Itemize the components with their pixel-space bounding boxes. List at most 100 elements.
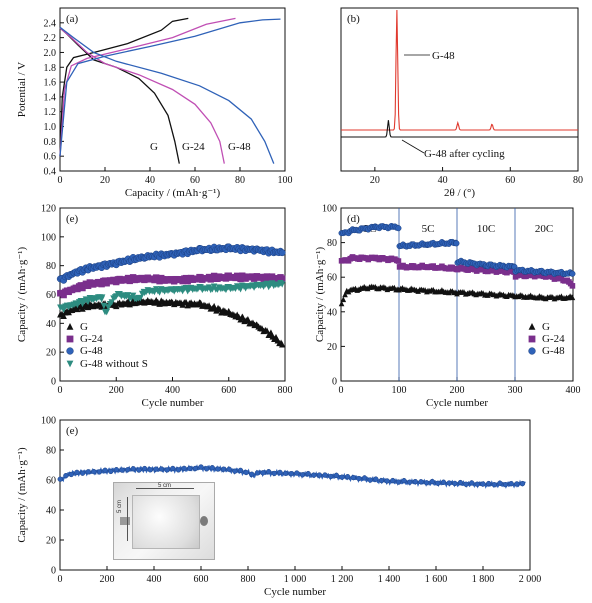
data-point [108, 468, 114, 475]
data-point [446, 480, 452, 486]
xrd-pattern [341, 120, 578, 138]
x-tick-label: 400 [566, 385, 581, 396]
data-point [316, 472, 323, 478]
data-point [84, 282, 92, 290]
data-point [68, 471, 74, 478]
rate-label: 5C [422, 223, 435, 235]
data-point [356, 475, 362, 482]
y-axis-label: Capacity / (mAh·g⁻¹) [314, 247, 326, 343]
x-tick-label: 200 [450, 385, 465, 396]
x-axis-label: Capacity / (mAh·g⁻¹) [125, 187, 221, 199]
data-point [497, 480, 503, 486]
legend-label: G-48 without S [80, 358, 148, 370]
x-tick-label: 1 000 [284, 574, 307, 585]
data-point [66, 323, 74, 330]
data-point [390, 477, 396, 484]
x-axis-label: Cycle number [141, 397, 203, 409]
data-point [119, 467, 125, 473]
data-point [203, 466, 210, 472]
legend-label: G-48 [542, 345, 565, 357]
panel-label: (d) [347, 213, 360, 225]
data-point [278, 275, 286, 282]
x-tick-label: 600 [194, 574, 209, 585]
data-point [113, 467, 120, 473]
x-tick-label: 1 600 [425, 574, 448, 585]
legend-label: G-48 [80, 345, 103, 357]
panel-label: (e) [66, 425, 79, 437]
discharge-curve [59, 27, 180, 164]
data-point [412, 478, 418, 485]
data-point [220, 466, 227, 472]
y-tick-label: 60 [46, 290, 56, 301]
y-tick-label: 120 [41, 204, 56, 215]
data-point [66, 335, 74, 343]
data-point [209, 465, 215, 471]
data-point [480, 481, 486, 487]
data-point [181, 465, 187, 472]
data-point [96, 469, 103, 475]
data-point [288, 471, 294, 477]
data-point [474, 481, 481, 487]
data-point [367, 477, 373, 483]
data-point [344, 473, 351, 480]
y-tick-label: 0.6 [44, 152, 57, 163]
data-point [66, 360, 74, 368]
data-point [91, 469, 97, 475]
y-tick-label: 40 [46, 506, 56, 517]
data-point [102, 467, 108, 473]
data-point [192, 465, 199, 472]
dimension-label-vertical: 5 cm [117, 499, 123, 513]
x-tick-label: 100 [278, 175, 293, 186]
rate-label: 10C [477, 223, 495, 235]
legend-label: G-24 [542, 333, 565, 345]
data-point [519, 480, 526, 487]
y-axis-label: Capacity / (mAh·g⁻¹) [16, 447, 28, 543]
x-tick-label: 0 [58, 385, 63, 396]
data-point [187, 465, 193, 472]
data-point [136, 467, 142, 473]
y-tick-label: 1.6 [44, 78, 57, 89]
x-tick-label: 200 [100, 574, 115, 585]
data-point [311, 472, 317, 478]
panel-d: 0 100 200 300 400 0 20 40 60 80 100 Cycle number Cap… [314, 204, 581, 410]
data-point [361, 475, 368, 481]
charge-curve [59, 17, 236, 157]
data-point [373, 476, 379, 482]
y-tick-label: 80 [46, 261, 56, 272]
data-point [322, 472, 328, 478]
data-point [277, 469, 283, 476]
cell-tab-right [200, 516, 208, 526]
data-point [164, 467, 170, 473]
y-tick-label: 1.2 [44, 107, 57, 118]
panel-a: 0 20 40 60 80 100 0.4 0.6 0.8 1.0 1.2 1.4 1.6 1.8 2.0 2… [16, 7, 293, 199]
data-point [502, 481, 509, 488]
y-tick-label: 0.4 [44, 167, 57, 178]
data-point [66, 347, 74, 355]
x-tick-label: 0 [339, 385, 344, 396]
x-tick-label: 300 [508, 385, 523, 396]
data-point [254, 470, 261, 476]
data-point [130, 466, 136, 472]
data-point [457, 479, 464, 486]
data-point [418, 479, 424, 485]
data-point [294, 470, 300, 476]
pouch-cell-photo: 5 cm 5 cm [113, 482, 215, 560]
data-point [350, 474, 356, 481]
data-point [491, 482, 497, 488]
y-axis-label: Potential / V [16, 62, 28, 117]
y-tick-label: 40 [46, 319, 56, 330]
data-point [407, 479, 413, 485]
x-tick-label: 20 [100, 175, 110, 186]
curve-label: G [150, 141, 158, 153]
xrd-pattern [341, 9, 578, 131]
x-axis-label: Cycle number [264, 586, 326, 598]
data-point [278, 249, 286, 257]
pouch-cell [132, 495, 200, 549]
data-point [260, 470, 266, 476]
data-point [278, 341, 286, 348]
data-point [124, 292, 132, 299]
y-tick-label: 20 [327, 342, 337, 353]
x-tick-label: 0 [58, 574, 63, 585]
data-point [452, 480, 458, 487]
x-axis-label: Cycle number [426, 397, 488, 409]
